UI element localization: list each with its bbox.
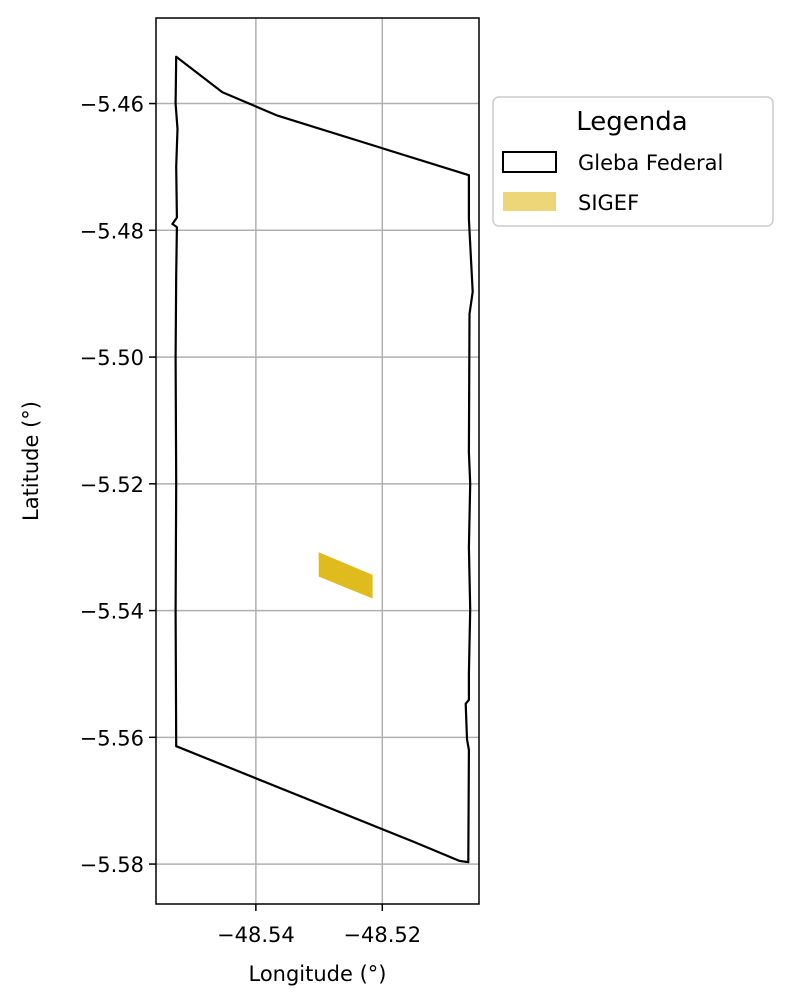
y-tick-label: −5.46 — [80, 93, 144, 117]
y-tick-label: −5.52 — [80, 473, 144, 497]
legend-swatch-sigef — [503, 192, 556, 211]
plot-data — [171, 55, 474, 864]
axis-ticks: −48.54 −48.52 −5.46 −5.48 −5.50 −5.52 −5.54 −5.… — [80, 93, 422, 947]
y-axis-label: Latitude (°) — [19, 401, 43, 521]
y-tick-label: −5.48 — [80, 219, 144, 243]
grid-lines — [156, 18, 479, 904]
x-axis-label: Longitude (°) — [248, 962, 386, 986]
axes-frame — [155, 17, 480, 905]
legend-swatch-gleba-federal — [502, 151, 557, 173]
legend-frame — [492, 96, 774, 227]
y-tick-label: −5.58 — [80, 853, 144, 877]
x-tick-label: −48.54 — [217, 923, 295, 947]
legend-label-sigef: SIGEF — [578, 191, 639, 215]
legend-title: Legenda — [576, 107, 687, 137]
y-tick-label: −5.56 — [80, 726, 144, 750]
x-tick-label: −48.52 — [343, 923, 421, 947]
legend: Legenda Gleba Federal SIGEF — [492, 96, 774, 227]
polygon-sigef — [318, 552, 373, 599]
y-tick-label: −5.54 — [80, 600, 144, 624]
y-tick-label: −5.50 — [80, 346, 144, 370]
legend-label-gleba-federal: Gleba Federal — [578, 151, 723, 175]
polygon-gleba-federal — [171, 55, 474, 864]
